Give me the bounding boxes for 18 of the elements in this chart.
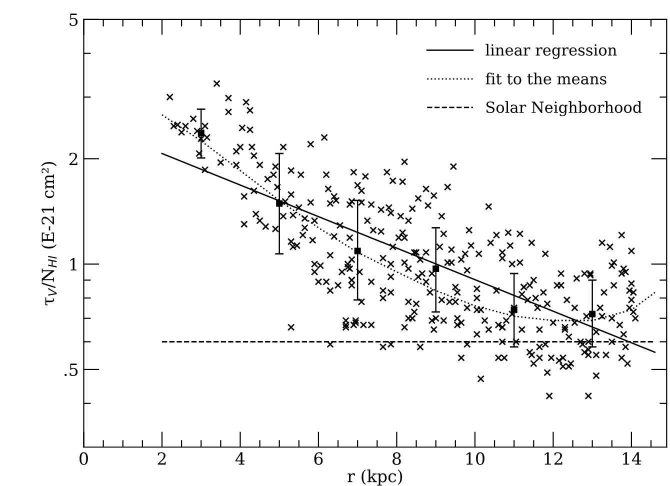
y-tick-label: .5 bbox=[64, 364, 78, 376]
x-tick-label: 12 bbox=[544, 452, 562, 465]
legend-label: linear regression bbox=[486, 44, 617, 59]
x-tick-label: 8 bbox=[392, 452, 401, 465]
legend-label: fit to the means bbox=[486, 72, 606, 84]
x-axis-title: r (kpc) bbox=[348, 470, 402, 486]
y-tick-label: 1 bbox=[70, 258, 77, 270]
x-tick-label: 6 bbox=[314, 452, 323, 465]
x-tick-label: 14 bbox=[622, 452, 642, 465]
y-tick-label: 2 bbox=[69, 152, 78, 166]
x-tick-label: 10 bbox=[466, 452, 484, 465]
x-tick-label: 4 bbox=[235, 452, 245, 465]
legend-label: Solar Neighborhood bbox=[486, 101, 642, 116]
x-tick-label: 2 bbox=[158, 452, 166, 465]
y-axis-title: τ$_{V}$/N$_{HI}$ (E-21 cm²) bbox=[41, 162, 57, 306]
point bbox=[354, 248, 361, 254]
x-tick-label: 0 bbox=[80, 452, 88, 465]
y-tick-label: 5 bbox=[70, 14, 78, 26]
